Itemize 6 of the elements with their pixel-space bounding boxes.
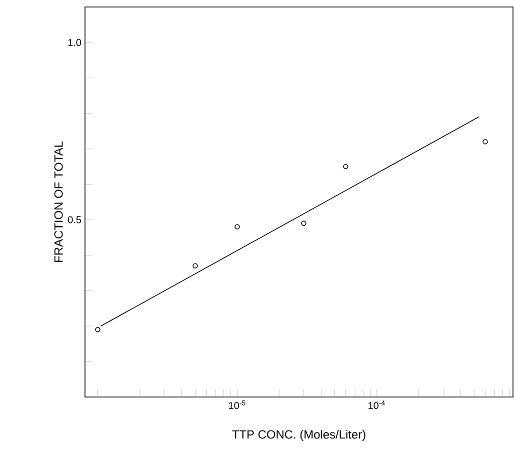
x-tick-label: 10$^{-5}$ — [229, 400, 246, 410]
y-axis-title: FRACTION OF TOTAL — [54, 141, 63, 262]
y-tick-label: 0.5 — [68, 216, 82, 224]
y-tick-label: 1.0 — [68, 38, 82, 46]
x-axis-title: TTP CONC. (Moles/Liter) — [232, 430, 366, 442]
x-tick-label: 10$^{-4}$ — [368, 400, 385, 410]
